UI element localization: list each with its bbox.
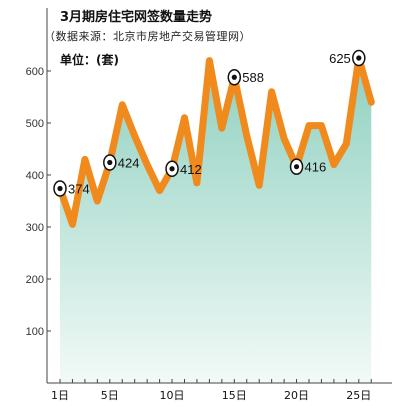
data-label: 625 [329, 51, 351, 66]
y-tick-label: 300 [26, 222, 44, 234]
y-tick-labels: 100 200 300 400 500 600 [26, 66, 51, 338]
data-label: 416 [305, 160, 327, 175]
data-label: 588 [242, 70, 264, 85]
area-layer [60, 58, 372, 383]
data-point-dot [57, 185, 63, 192]
unit-label: 单位：(套) [60, 52, 119, 67]
x-tick-label: 10日 [160, 389, 185, 402]
x-tick-label: 20日 [284, 389, 309, 402]
chart-subtitle: （数据来源：北京市房地产交易管理网） [44, 29, 251, 43]
x-tick-label: 5日 [101, 389, 119, 402]
y-tick-label: 500 [26, 118, 44, 130]
data-label-layer: 374 424 412 588 416 625 [53, 49, 366, 197]
data-point-dot [107, 159, 113, 166]
series-line [56, 54, 375, 228]
data-point-dot [293, 164, 300, 170]
data-point-dot [231, 74, 237, 80]
data-point-dot [356, 55, 362, 61]
x-tick-label: 1日 [51, 389, 69, 402]
series-area [60, 58, 372, 383]
chart-title: 3月期房住宅网签数量走势 [60, 9, 212, 25]
y-tick-label: 100 [26, 326, 44, 338]
x-tick-label: 25日 [346, 389, 371, 402]
data-point-dot [169, 166, 175, 172]
y-tick-label: 400 [26, 170, 44, 182]
y-tick-label: 600 [26, 66, 44, 78]
x-tick-label: 15日 [222, 389, 247, 402]
y-tick-label: 200 [26, 274, 44, 286]
data-label: 412 [180, 162, 202, 177]
data-label: 424 [118, 156, 140, 171]
data-label: 374 [68, 182, 90, 197]
series-line-layer [56, 54, 375, 228]
x-tick-labels: 1日 5日 10日 15日 20日 25日 [51, 379, 372, 402]
